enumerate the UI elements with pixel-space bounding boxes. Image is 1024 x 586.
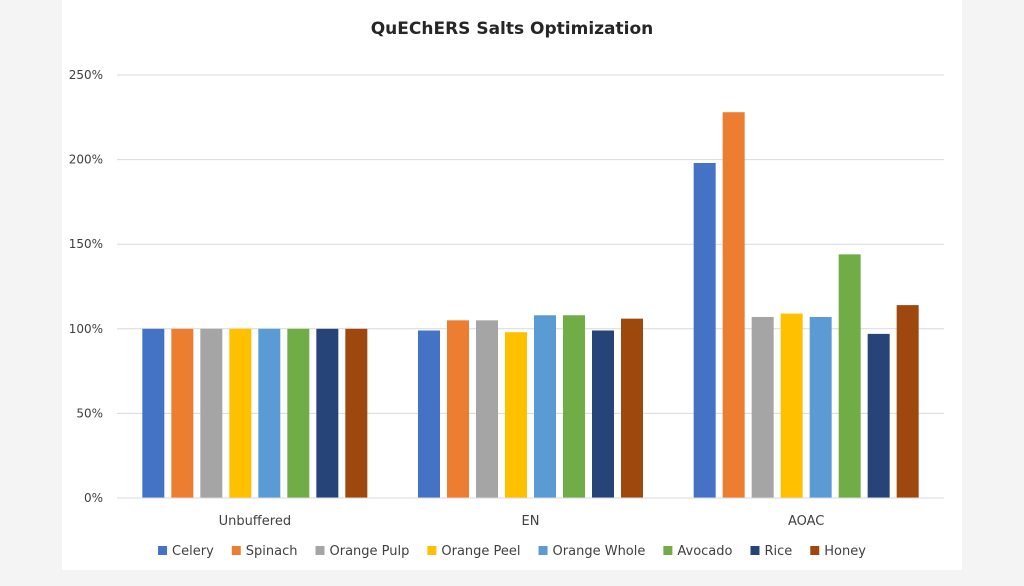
chart-title: QuEChERS Salts Optimization <box>371 19 654 39</box>
y-tick-label: 250% <box>69 68 103 82</box>
bar-orange-pulp-aoac <box>751 316 774 498</box>
y-tick-label: 50% <box>76 406 103 420</box>
bar-orange-whole-unbuffered <box>258 328 281 498</box>
bar-orange-pulp-unbuffered <box>200 328 223 498</box>
legend: Celery Spinach Orange Pulp Orange Peel Orang… <box>158 544 866 559</box>
y-tick-label: 0% <box>84 491 103 505</box>
x-category-label: Unbuffered <box>219 514 292 529</box>
bars <box>142 112 919 498</box>
legend-label: Honey <box>824 544 866 559</box>
bar-celery-en <box>418 330 440 498</box>
bar-orange-peel-unbuffered <box>229 328 252 498</box>
legend-label: Orange Peel <box>441 544 520 559</box>
bar-celery-aoac <box>693 162 716 498</box>
bar-avocado-en <box>563 315 585 498</box>
legend-swatch <box>663 546 673 555</box>
bar-avocado-aoac <box>838 254 861 498</box>
bar-spinach-aoac <box>722 112 745 498</box>
legend-swatch <box>231 546 241 555</box>
bar-spinach-unbuffered <box>171 328 194 498</box>
y-tick-label: 200% <box>69 153 103 167</box>
y-tick-label: 150% <box>69 237 103 251</box>
bar-rice-en <box>592 330 614 498</box>
bar-avocado-unbuffered <box>287 328 310 498</box>
bar-rice-aoac <box>867 333 890 498</box>
bar-orange-whole-aoac <box>809 316 832 498</box>
legend-swatch <box>315 546 325 555</box>
bar-spinach-en <box>447 320 469 498</box>
y-tick-label: 100% <box>69 322 103 336</box>
y-axis-tick-labels: 0% 50% 100% 150% 200% 250% <box>69 68 103 505</box>
bar-orange-pulp-en <box>476 320 498 498</box>
bar-rice-unbuffered <box>316 328 339 498</box>
legend-label: Celery <box>172 544 214 559</box>
bar-honey-aoac <box>896 305 919 498</box>
bar-chart: QuEChERS Salts Optimization 0% 50% 100% 150… <box>69 19 944 559</box>
legend-swatch <box>538 546 548 555</box>
chart-area: QuEChERS Salts Optimization 0% 50% 100% 150… <box>62 0 962 570</box>
bar-orange-peel-en <box>505 332 527 498</box>
legend-label: Avocado <box>677 544 732 559</box>
legend-swatch <box>427 546 437 555</box>
x-axis-category-labels: Unbuffered EN AOAC <box>219 514 825 529</box>
legend-label: Spinach <box>246 544 298 559</box>
bar-orange-peel-aoac <box>780 313 803 498</box>
legend-swatch <box>810 546 820 555</box>
legend-label: Orange Whole <box>553 544 646 559</box>
x-category-label: AOAC <box>788 514 824 529</box>
bar-orange-whole-en <box>534 315 556 498</box>
bar-honey-en <box>621 318 643 498</box>
legend-label: Orange Pulp <box>330 544 410 559</box>
x-category-label: EN <box>522 514 540 529</box>
legend-swatch <box>750 546 760 555</box>
legend-label: Rice <box>764 544 792 559</box>
bar-celery-unbuffered <box>142 328 165 498</box>
bar-honey-unbuffered <box>345 328 368 498</box>
gridlines <box>117 74 944 414</box>
legend-swatch <box>158 546 168 555</box>
